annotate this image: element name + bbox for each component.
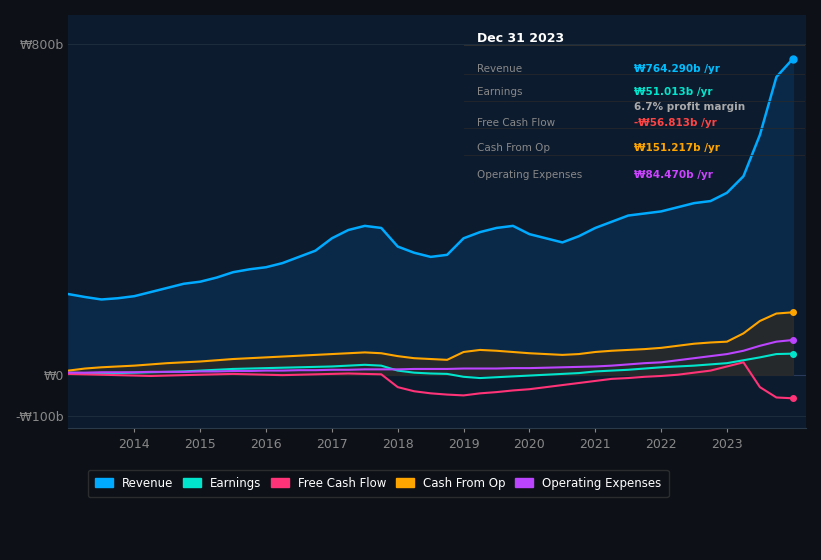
Text: ₩764.290b /yr: ₩764.290b /yr [635,64,720,74]
Text: 6.7% profit margin: 6.7% profit margin [635,102,745,113]
Text: ₩51.013b /yr: ₩51.013b /yr [635,87,713,97]
Text: Dec 31 2023: Dec 31 2023 [478,32,565,45]
Text: Operating Expenses: Operating Expenses [478,170,583,180]
Text: Revenue: Revenue [478,64,523,74]
Text: ₩151.217b /yr: ₩151.217b /yr [635,143,720,153]
Text: ₩84.470b /yr: ₩84.470b /yr [635,170,713,180]
Legend: Revenue, Earnings, Free Cash Flow, Cash From Op, Operating Expenses: Revenue, Earnings, Free Cash Flow, Cash … [88,470,668,497]
Text: Earnings: Earnings [478,87,523,97]
Text: Free Cash Flow: Free Cash Flow [478,118,556,128]
Text: -₩56.813b /yr: -₩56.813b /yr [635,118,717,128]
Text: Cash From Op: Cash From Op [478,143,551,153]
